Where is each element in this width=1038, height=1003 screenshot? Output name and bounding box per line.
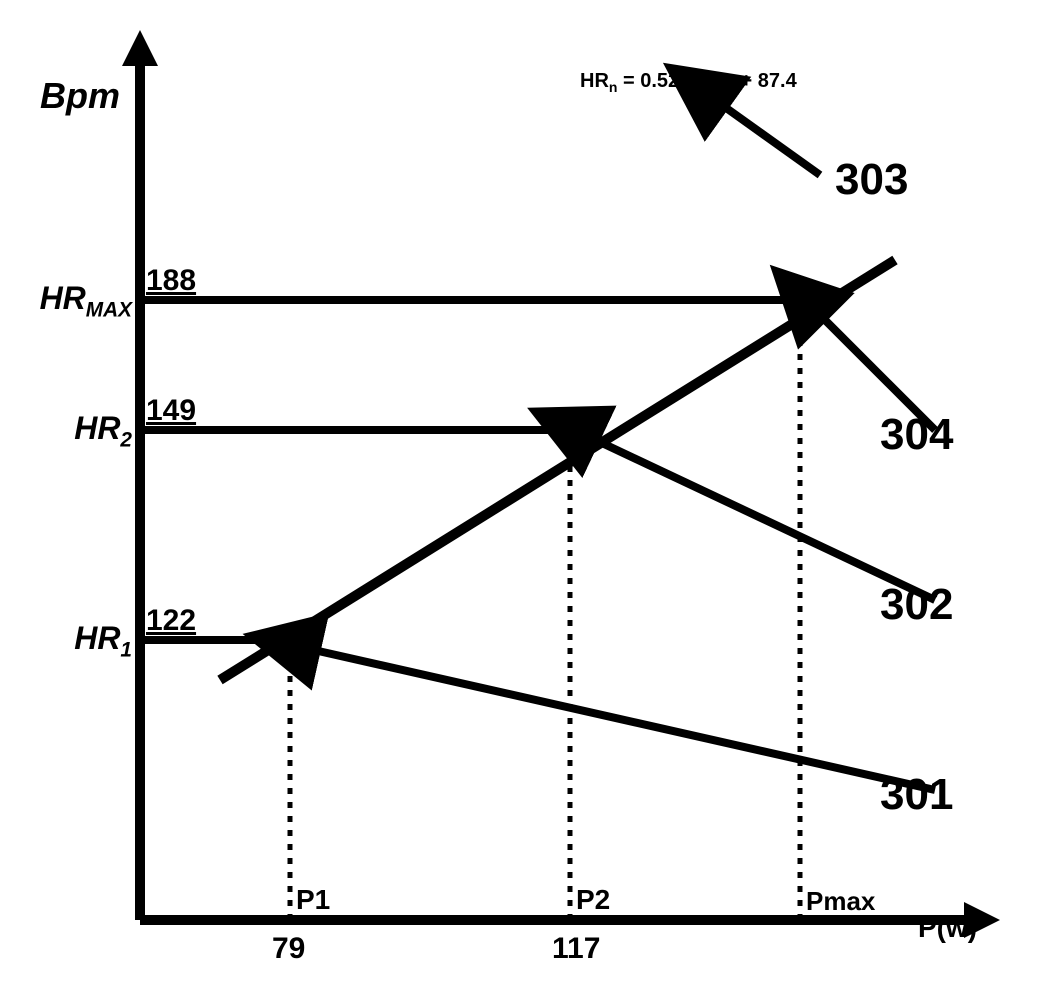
chart-svg xyxy=(0,0,1038,1003)
regression-equation: HRn = 0.526 × Pn + 87.4 xyxy=(580,70,797,95)
x-value-79: 79 xyxy=(272,932,305,966)
x-tick-pmax: Pmax xyxy=(806,886,875,917)
y-tick-hrmax: HRMAX xyxy=(40,280,132,322)
y-value-188: 188 xyxy=(146,264,196,298)
regression-line-group xyxy=(220,260,895,680)
ref-301: 301 xyxy=(880,770,953,820)
horizontal-lines-group xyxy=(140,300,800,640)
ref-302: 302 xyxy=(880,580,953,630)
y-tick-hr2: HR2 xyxy=(74,410,132,452)
y-value-122: 122 xyxy=(146,604,196,638)
ref-303: 303 xyxy=(835,155,908,205)
x-tick-p2: P2 xyxy=(576,884,610,916)
hr-power-chart: Bpm P(w) HRMAX 188 HR2 149 HR1 122 P1 79… xyxy=(0,0,1038,1003)
x-tick-p1: P1 xyxy=(296,884,330,916)
y-value-149: 149 xyxy=(146,394,196,428)
ref-304: 304 xyxy=(880,410,953,460)
x-axis-label: P(w) xyxy=(918,912,977,944)
y-tick-hr1: HR1 xyxy=(74,620,132,662)
vertical-lines-group xyxy=(290,300,800,920)
y-axis-label: Bpm xyxy=(40,75,120,117)
x-value-117: 117 xyxy=(552,932,600,966)
